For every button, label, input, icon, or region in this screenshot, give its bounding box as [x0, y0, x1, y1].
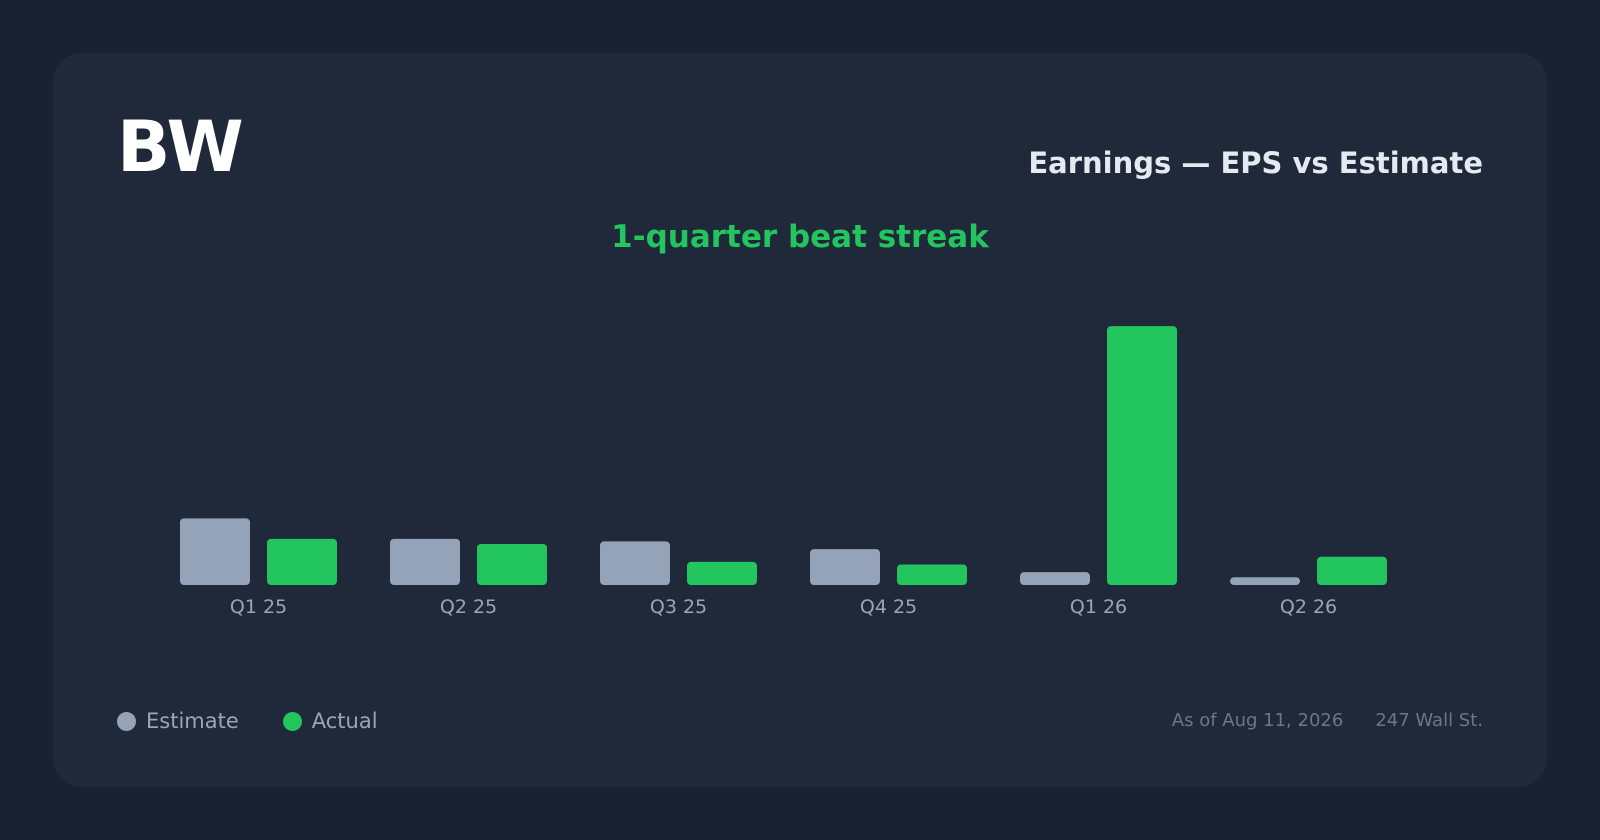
x-tick-label-q2-25: Q2 25 [440, 596, 497, 618]
beat-streak-subtitle: 1-quarter beat streak [611, 219, 989, 255]
x-tick-label-q4-25: Q4 25 [860, 596, 917, 618]
legend-label-estimate: Estimate [146, 709, 239, 733]
legend-item-actual: Actual [282, 707, 378, 735]
bar-actual-q1-25 [267, 538, 337, 585]
chart-title: Earnings — EPS vs Estimate [1028, 146, 1483, 180]
bar-actual-q4-25 [897, 564, 967, 585]
estimate-swatch [117, 711, 136, 731]
ticker-logo: BW [117, 106, 244, 188]
bar-estimate-q1-25 [180, 518, 250, 585]
bar-actual-q2-26 [1317, 556, 1387, 585]
actual-swatch [282, 711, 302, 731]
x-tick-label-q1-26: Q1 26 [1070, 596, 1127, 618]
source-credit: 247 Wall St. [1375, 710, 1483, 731]
legend-label-actual: Actual [311, 709, 378, 733]
legend: Estimate Actual [117, 707, 422, 735]
x-tick-label-q2-26: Q2 26 [1280, 596, 1337, 618]
bar-estimate-q3-25 [600, 541, 670, 585]
as-of-date: As of Aug 11, 2026 [1171, 710, 1344, 731]
legend-item-estimate: Estimate [117, 707, 239, 735]
bar-estimate-q4-25 [810, 549, 880, 585]
bar-actual-q2-25 [477, 543, 547, 585]
bar-estimate-q1-26 [1020, 572, 1090, 585]
x-tick-label-q1-25: Q1 25 [230, 596, 287, 618]
bar-estimate-q2-25 [390, 538, 460, 585]
footer: As of Aug 11, 2026 247 Wall St. [1172, 707, 1483, 735]
chart-card: BW Earnings — EPS vs Estimate 1-quarter … [53, 53, 1547, 787]
eps-bar-chart: Q1 25 Q2 25 Q3 25 Q4 25 Q1 26 Q2 26 [180, 326, 1387, 618]
bar-actual-q1-26 [1107, 326, 1177, 585]
x-tick-label-q3-25: Q3 25 [650, 596, 707, 618]
bar-actual-q3-25 [687, 561, 757, 585]
bar-estimate-q2-26 [1230, 577, 1300, 585]
